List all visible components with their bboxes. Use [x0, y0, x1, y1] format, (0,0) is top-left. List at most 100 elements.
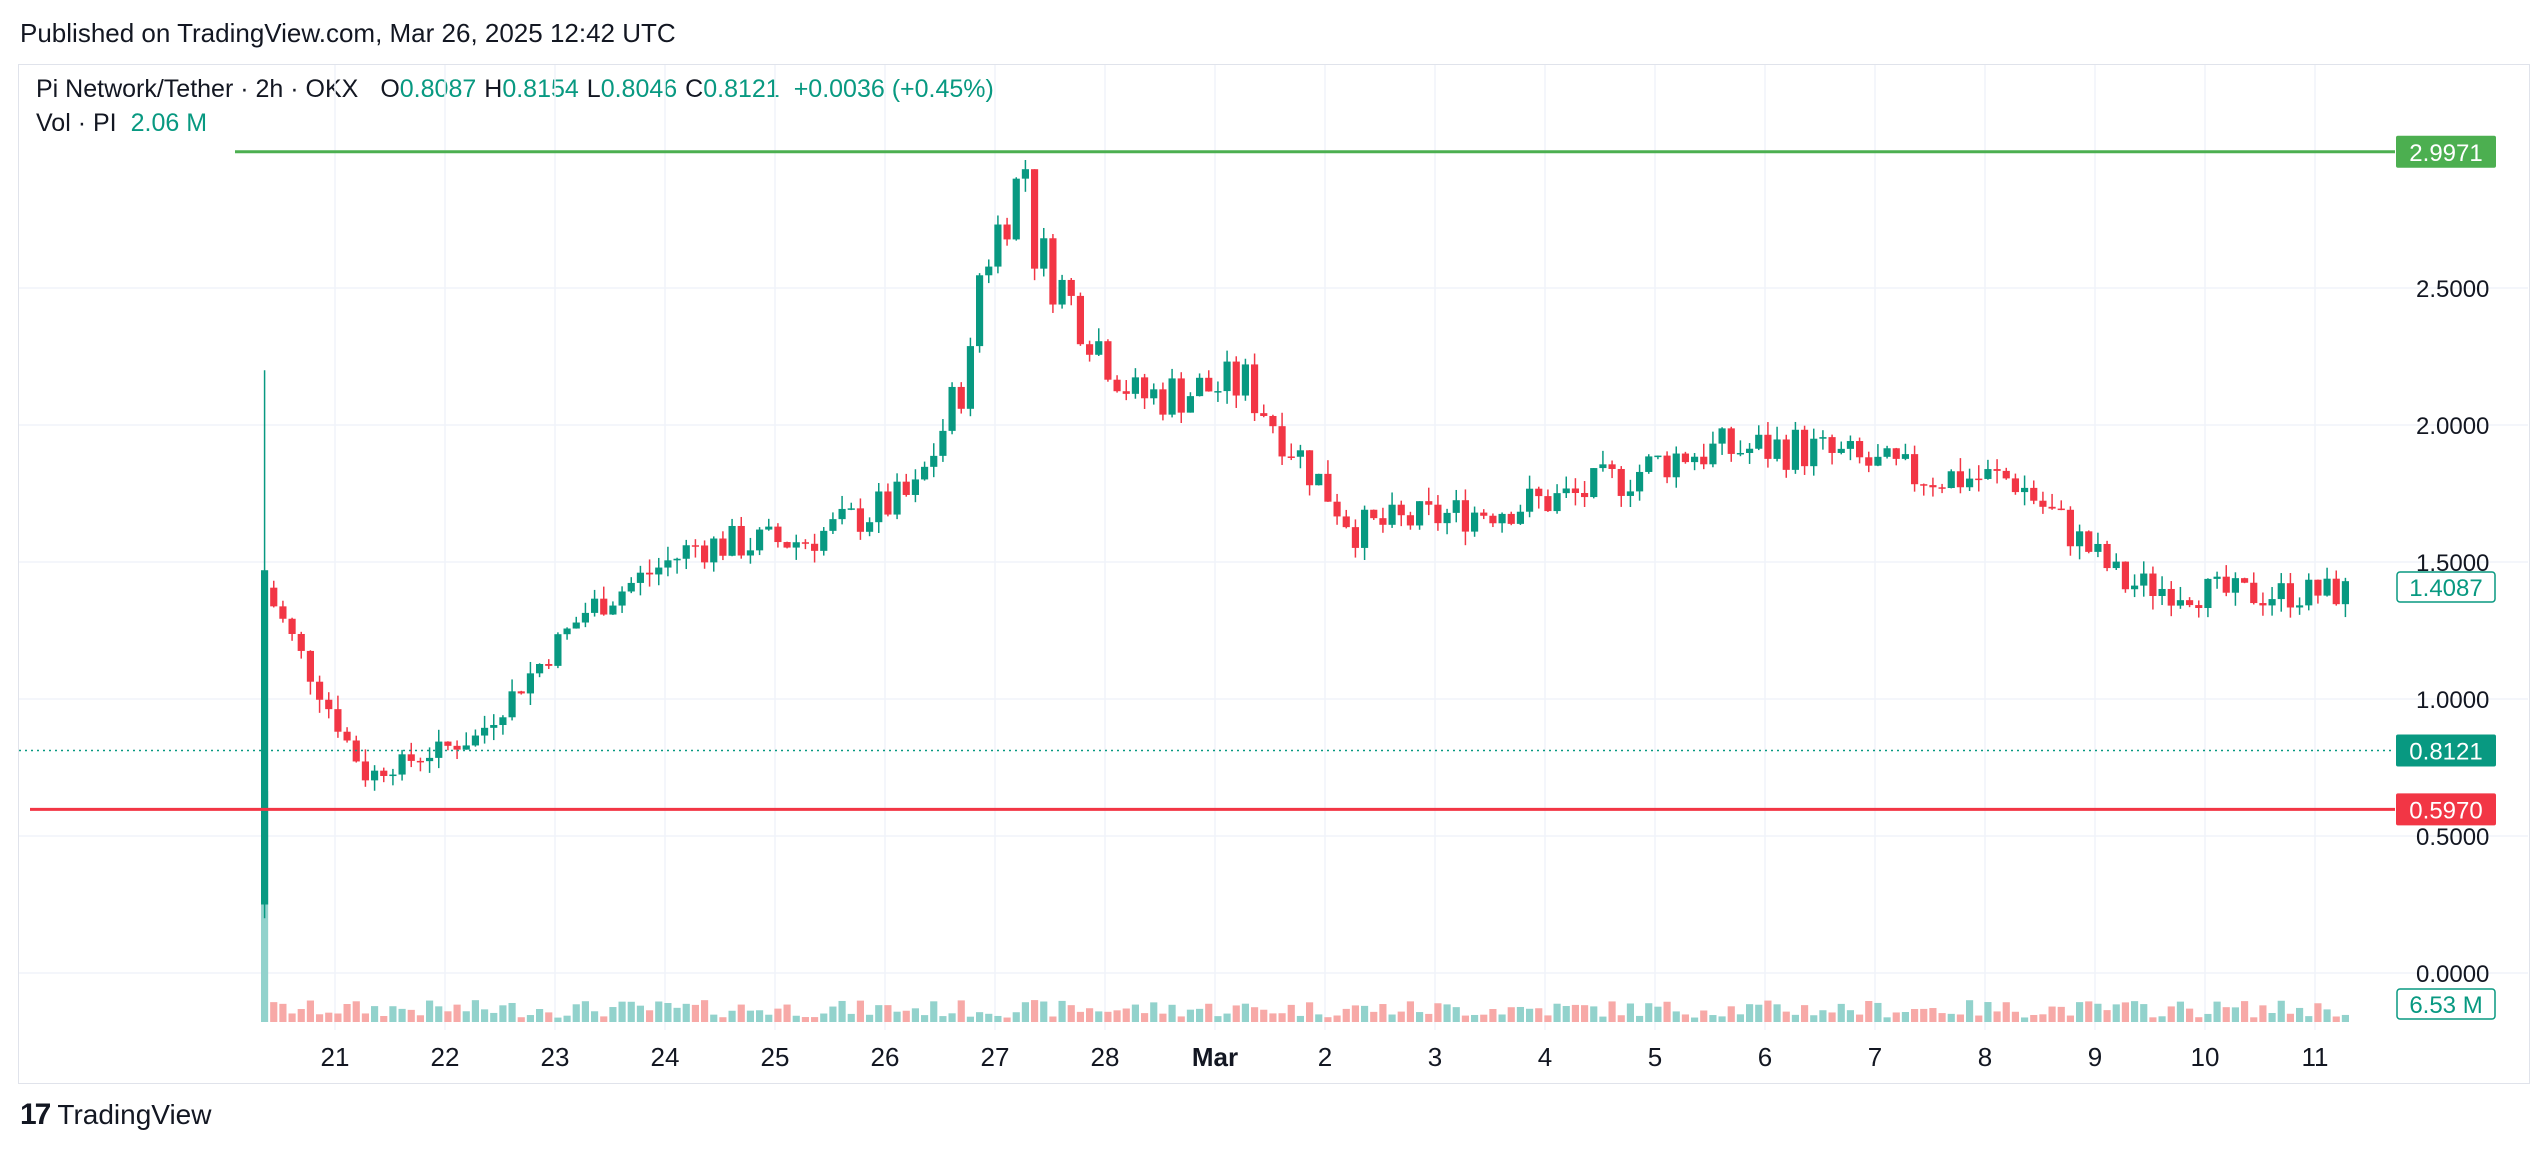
candle-body — [765, 526, 773, 530]
candle-body — [2167, 588, 2175, 606]
price-lines: 2.9971 0.5970 0.8121 1.4087 6.53 M — [19, 135, 2496, 1020]
volume-bar — [911, 1008, 919, 1022]
volume-bar — [444, 1011, 452, 1022]
x-tick-label: 23 — [541, 1042, 570, 1072]
volume-bar — [1443, 1004, 1451, 1022]
candle-body — [1021, 169, 1029, 179]
candle-body — [1186, 396, 1194, 413]
volume-bar — [1196, 1008, 1204, 1022]
candle-body — [1856, 441, 1864, 458]
candle-body — [2057, 508, 2065, 511]
candle-body — [2341, 581, 2349, 605]
volume-bar — [976, 1012, 984, 1022]
volume-bar — [1755, 1004, 1763, 1022]
candle-body — [2149, 573, 2157, 597]
marker-badge — [2396, 571, 2496, 603]
candle-body — [636, 572, 644, 583]
price-axis[interactable]: 2.5000 2.0000 1.5000 1.0000 0.5000 0.0000 — [2416, 276, 2489, 988]
candle-body — [270, 587, 278, 607]
candle-body — [1782, 439, 1790, 470]
volume-bar — [2213, 1001, 2221, 1022]
volume-bar — [490, 1012, 498, 1022]
candle-body — [2112, 561, 2120, 569]
candle-body — [1920, 484, 1928, 486]
candle-body — [1122, 391, 1130, 394]
volume-bar — [2030, 1014, 2038, 1022]
change-value: +0.0036 (+0.45%) — [793, 75, 994, 103]
grid — [19, 65, 2528, 1030]
volume-bar — [701, 1000, 709, 1022]
volume-label[interactable]: Vol · PI — [36, 109, 117, 137]
volume-bar — [1214, 1016, 1222, 1022]
candle-body — [1663, 455, 1671, 478]
volume-bar — [1361, 1005, 1369, 1022]
price-line-badge — [2396, 135, 2496, 168]
symbol-label[interactable]: Pi Network/Tether · 2h · OKX — [36, 75, 359, 103]
candle-body — [1828, 437, 1836, 453]
candle-body — [2241, 578, 2249, 583]
volume-bar — [774, 1008, 782, 1022]
volume-bar — [1892, 1012, 1900, 1022]
candle-body — [361, 761, 369, 781]
volume-bar — [746, 1010, 754, 1022]
candle-body — [1773, 439, 1781, 459]
chart-frame — [18, 64, 2530, 1084]
volume-bar — [2323, 1009, 2331, 1022]
y-tick-label: 0.5000 — [2416, 824, 2489, 851]
candle-body — [1379, 518, 1387, 525]
volume-bar — [1287, 1004, 1295, 1022]
volume-bar — [1333, 1015, 1341, 1022]
volume-bar — [2057, 1006, 2065, 1022]
candle-body — [453, 745, 461, 750]
volume-bar — [2341, 1014, 2349, 1022]
volume-bar — [2231, 1007, 2239, 1022]
volume-bar — [1168, 1004, 1176, 1022]
candle-body — [1700, 456, 1708, 465]
candle-body — [838, 508, 846, 520]
tradingview-logo-icon[interactable]: 17 — [20, 1098, 51, 1131]
candle-body — [1223, 361, 1231, 392]
volume-bar — [1251, 1007, 1259, 1022]
volume-bar — [1406, 1001, 1414, 1022]
candle-body — [2323, 578, 2331, 596]
volume-bar — [526, 1015, 534, 1022]
volume-bar — [481, 1009, 489, 1022]
candle-body — [1837, 448, 1845, 453]
volume-bar — [1608, 1001, 1616, 1022]
candle-body — [1434, 504, 1442, 524]
volume-bar — [572, 1004, 580, 1022]
candle-body — [1141, 377, 1149, 399]
x-tick-label: 2 — [1318, 1042, 1332, 1072]
volume-bar — [270, 1002, 278, 1022]
x-tick-label: Mar — [1192, 1042, 1238, 1072]
candle-body — [389, 774, 397, 777]
candle-body — [490, 725, 498, 728]
volume-bar — [1471, 1014, 1479, 1022]
tradingview-brand[interactable]: TradingView — [57, 1099, 212, 1130]
candles — [261, 160, 2349, 919]
candle-body — [1526, 488, 1534, 512]
volume-bar — [1159, 1013, 1167, 1022]
volume-bar — [1223, 1013, 1231, 1022]
volume-bar — [1177, 1016, 1185, 1022]
candle-body — [1535, 488, 1543, 497]
time-axis[interactable]: 21 22 23 24 25 26 27 28 Mar 2 3 4 5 6 7 8 9 10 11 — [321, 1042, 2329, 1072]
candle-body — [1626, 491, 1634, 496]
volume-bar — [1571, 1004, 1579, 1022]
volume-bar — [407, 1009, 415, 1022]
candle-body — [710, 538, 718, 563]
candle-body — [444, 741, 452, 746]
volume-bar — [352, 1001, 360, 1022]
candle-body — [719, 538, 727, 556]
close-value: 0.8121 — [703, 75, 780, 103]
volume-bar — [1791, 1014, 1799, 1022]
volume-bar — [1773, 1004, 1781, 1022]
volume-bar — [930, 1001, 938, 1022]
volume-bar — [361, 1013, 369, 1022]
candle-body — [416, 760, 424, 763]
volume-bar — [838, 1000, 846, 1022]
volume-bar — [1031, 1000, 1039, 1022]
published-caption: Published on TradingView.com, Mar 26, 20… — [20, 18, 676, 48]
volume-bar — [1076, 1011, 1084, 1022]
